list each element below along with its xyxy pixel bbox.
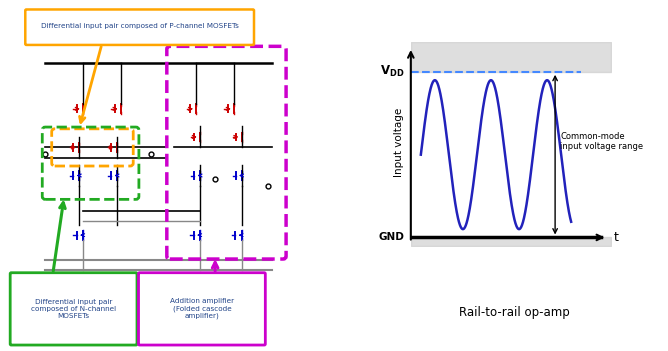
- Text: Rail-to-rail op-amp: Rail-to-rail op-amp: [459, 306, 570, 319]
- Text: Addition amplifier
(Folded cascode
amplifier): Addition amplifier (Folded cascode ampli…: [170, 298, 234, 319]
- FancyBboxPatch shape: [138, 273, 265, 345]
- FancyBboxPatch shape: [25, 9, 254, 45]
- FancyBboxPatch shape: [10, 273, 137, 345]
- Text: Differential input pair
composed of N-channel
MOSFETs: Differential input pair composed of N-ch…: [31, 299, 116, 319]
- Text: t: t: [613, 231, 618, 244]
- Text: Input voltage: Input voltage: [395, 107, 404, 177]
- Text: GND: GND: [379, 232, 405, 243]
- Text: $\mathregular{V_{DD}}$: $\mathregular{V_{DD}}$: [380, 64, 405, 79]
- Text: Common-mode
input voltage range: Common-mode input voltage range: [560, 132, 643, 151]
- Text: Differential input pair composed of P-channel MOSFETs: Differential input pair composed of P-ch…: [41, 23, 238, 29]
